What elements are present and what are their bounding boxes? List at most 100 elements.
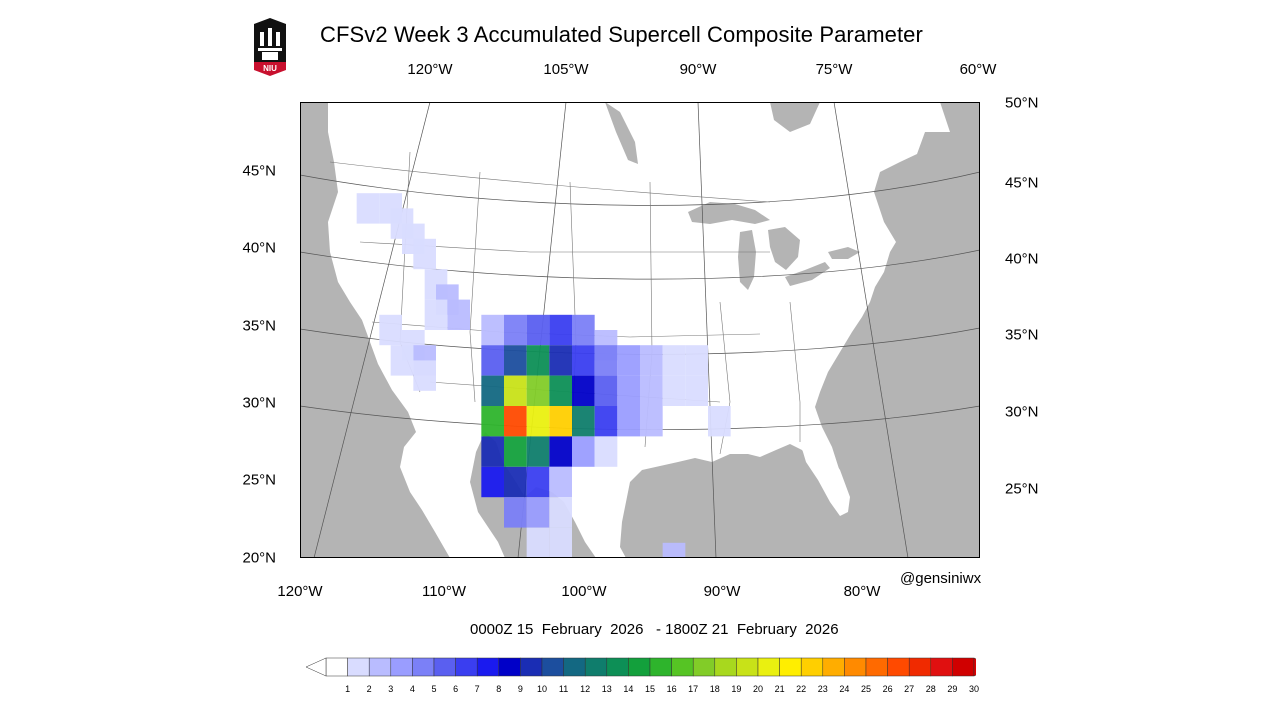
colorbar-tick-label: 24 xyxy=(839,684,850,694)
top-lon-label: 90°W xyxy=(679,61,717,78)
colorbar-tick-label: 9 xyxy=(517,684,523,694)
colorbar-tick-label: 20 xyxy=(752,684,764,694)
right-lat-label: 35°N xyxy=(1005,326,1039,344)
scp-cell xyxy=(504,466,527,498)
left-lat-label: 25°N xyxy=(242,471,276,489)
scp-cell xyxy=(413,238,436,270)
top-lon-label: 75°W xyxy=(815,61,853,78)
top-lon-label: 105°W xyxy=(543,61,589,78)
right-lat-label: 50°N xyxy=(1005,94,1039,112)
colorbar-cell xyxy=(520,657,543,677)
scp-cell xyxy=(617,375,640,406)
scp-cell xyxy=(481,375,504,406)
colorbar-tick-label: 25 xyxy=(860,684,872,694)
colorbar-tick-label: 28 xyxy=(925,684,936,694)
scp-cell xyxy=(504,375,527,406)
colorbar-low-arrow xyxy=(306,657,327,677)
colorbar-tick-label: 1 xyxy=(345,684,351,694)
scp-cell xyxy=(526,436,550,467)
scp-cell xyxy=(481,406,504,437)
colorbar-cell xyxy=(498,657,521,677)
colorbar-cell xyxy=(649,657,672,677)
colorbar-cell xyxy=(325,657,348,677)
scp-cell xyxy=(504,436,527,467)
scp-cell xyxy=(708,406,731,437)
scp-cell xyxy=(640,406,663,437)
right-lat-label: 25°N xyxy=(1005,480,1039,498)
colorbar-tick-label: 22 xyxy=(796,684,807,694)
top-lon-label: 60°W xyxy=(959,61,997,78)
bottom-lon-label: 100°W xyxy=(561,583,607,600)
lake-winnipeg xyxy=(605,102,638,164)
scp-cell xyxy=(572,314,595,346)
map-title: CFSv2 Week 3 Accumulated Supercell Compo… xyxy=(320,22,923,47)
scp-cell xyxy=(481,314,504,346)
left-lat-label: 45°N xyxy=(242,162,276,180)
scp-cell xyxy=(594,406,618,437)
colorbar-tick-label: 19 xyxy=(731,684,742,694)
scp-cell xyxy=(640,345,663,376)
colorbar-tick-label: 2 xyxy=(366,684,372,694)
colorbar-cell xyxy=(865,657,888,677)
colorbar-cell xyxy=(476,657,500,677)
scp-cell xyxy=(356,193,380,224)
colorbar-cell xyxy=(822,657,845,677)
colorbar-tick-label: 17 xyxy=(688,684,699,694)
colorbar-cell xyxy=(368,657,392,677)
scp-cell xyxy=(504,314,527,346)
colorbar-cell xyxy=(908,657,932,677)
colorbar xyxy=(306,657,976,677)
scp-cell xyxy=(504,345,527,376)
colorbar-cell xyxy=(692,657,716,677)
valid-date-range: 0000Z 15 February 2026 - 1800Z 21 Februa… xyxy=(470,621,839,638)
colorbar-tick-label: 10 xyxy=(536,684,548,694)
scp-cell xyxy=(549,527,572,558)
scp-cell xyxy=(549,375,572,406)
scp-cell xyxy=(447,299,470,330)
lake-erie xyxy=(785,262,830,286)
lake-michigan xyxy=(738,230,756,290)
scp-cell xyxy=(549,466,572,498)
colorbar-tick-label: 14 xyxy=(623,684,634,694)
scp-cell xyxy=(662,345,686,376)
scp-cell xyxy=(526,527,550,558)
colorbar-cell xyxy=(606,657,629,677)
colorbar-cell xyxy=(736,657,759,677)
scp-cell xyxy=(594,345,618,376)
credit-handle: @gensiniwx xyxy=(900,570,982,587)
colorbar-cell xyxy=(628,657,651,677)
colorbar-cell xyxy=(563,657,586,677)
scp-cell xyxy=(481,466,504,498)
colorbar-tick-label: 29 xyxy=(947,684,958,694)
bottom-lon-label: 120°W xyxy=(277,583,323,600)
colorbar-tick-label: 12 xyxy=(580,684,591,694)
colorbar-tick-label: 8 xyxy=(496,684,502,694)
scp-cell xyxy=(662,542,686,558)
scp-cell xyxy=(572,436,595,467)
colorbar-cell xyxy=(541,657,564,677)
scp-cell xyxy=(526,314,550,346)
scp-field xyxy=(356,193,731,558)
colorbar-tick-label: 16 xyxy=(666,684,677,694)
colorbar-cell xyxy=(952,657,975,677)
scp-cell xyxy=(549,436,572,467)
scp-cell xyxy=(526,497,550,528)
bottom-lon-label: 80°W xyxy=(843,583,881,600)
scp-cell xyxy=(617,345,640,376)
colorbar-tick-label: 3 xyxy=(388,684,394,694)
scp-cell xyxy=(504,497,527,528)
colorbar-tick-label: 11 xyxy=(558,684,569,694)
scp-cell xyxy=(390,345,414,376)
scp-cell xyxy=(662,375,686,406)
scp-cell xyxy=(572,406,595,437)
left-lat-label: 20°N xyxy=(242,549,276,567)
colorbar-cell xyxy=(779,657,802,677)
scp-cell xyxy=(526,406,550,437)
scp-cell xyxy=(572,345,595,376)
colorbar-cell xyxy=(390,657,413,677)
scp-cell xyxy=(617,406,640,437)
colorbar-cell xyxy=(930,657,953,677)
colorbar-tick-label: 6 xyxy=(453,684,459,694)
colorbar-cell xyxy=(584,657,608,677)
map-frame xyxy=(300,102,980,558)
